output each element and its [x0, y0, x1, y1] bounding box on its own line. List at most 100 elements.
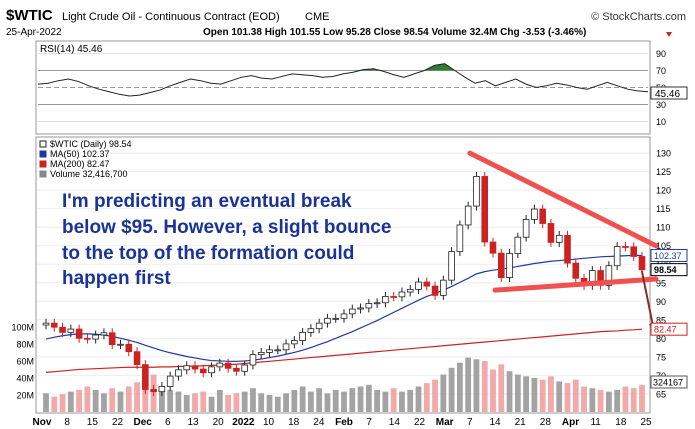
- volume-bar: [266, 395, 273, 412]
- volume-bar: [158, 386, 165, 412]
- candle-body: [208, 366, 215, 374]
- price-tick-label: 75: [656, 352, 666, 362]
- volume-bar: [581, 386, 587, 412]
- volume-bar: [473, 359, 480, 412]
- candle-body: [307, 328, 315, 333]
- x-tick-label: Apr: [562, 417, 579, 428]
- annotation-line-3: to the top of the formation could: [62, 243, 354, 264]
- candle-body: [564, 234, 571, 264]
- exchange-label: CME: [305, 11, 329, 23]
- candlesticks: [42, 172, 646, 397]
- volume-bar: [316, 388, 323, 412]
- rsi-tick-label: 70: [656, 66, 666, 76]
- volume-bar: [564, 383, 571, 412]
- x-tick-label: 15: [87, 417, 99, 428]
- candle-body: [84, 337, 91, 340]
- volume-bar: [382, 391, 389, 412]
- volume-bar: [291, 389, 298, 412]
- candle-body: [299, 331, 306, 341]
- candle-body: [75, 328, 83, 339]
- volume-bar: [92, 389, 99, 412]
- volume-bar: [539, 379, 546, 412]
- x-tick-label: 2022: [232, 417, 255, 428]
- volume-bar: [183, 395, 190, 412]
- support-trendline: [492, 276, 659, 293]
- volume-bar: [589, 388, 596, 412]
- x-tick-label: 22: [414, 417, 426, 428]
- last-value-box: [650, 322, 688, 336]
- candle-body: [291, 340, 298, 345]
- candle-body: [613, 246, 621, 267]
- volume-bar: [374, 389, 381, 412]
- x-tick-label: 14: [489, 417, 501, 428]
- volume-bar: [216, 389, 223, 412]
- candle-body: [100, 332, 108, 336]
- candle-body: [158, 386, 166, 393]
- candle-body: [423, 281, 431, 287]
- volume-bar: [399, 391, 405, 412]
- volume-bar: [614, 389, 621, 412]
- candle-body: [166, 375, 174, 387]
- chart-symbol: $WTIC: [6, 7, 53, 24]
- volume-bar: [332, 389, 339, 412]
- x-tick-label: 25: [640, 417, 652, 428]
- candle-body: [481, 176, 489, 243]
- volume-bar: [415, 386, 422, 412]
- volume-bar: [76, 389, 83, 412]
- volume-bar: [622, 386, 629, 412]
- rsi-last-value: 45.46: [655, 89, 680, 100]
- candle-body: [398, 291, 406, 298]
- candle-body: [464, 205, 472, 226]
- candle-body: [150, 389, 157, 393]
- candle-body: [572, 262, 580, 279]
- candle-body: [506, 253, 513, 278]
- volume-bar: [481, 361, 488, 412]
- volume-bar: [531, 378, 538, 412]
- rsi-last-value-box: [650, 86, 688, 100]
- candle-body: [199, 368, 207, 374]
- volume-bar: [84, 386, 91, 412]
- candle-body: [42, 322, 50, 326]
- last-value-label: 98.54: [654, 265, 677, 275]
- legend-entry: $WTIC (Daily) 98.54: [50, 139, 132, 149]
- candle-body: [117, 343, 124, 346]
- x-tick-label: 20: [213, 417, 225, 428]
- volume-bar: [506, 371, 513, 412]
- legend-swatch: [39, 150, 47, 158]
- candle-body: [216, 362, 224, 368]
- price-tick-label: 125: [656, 167, 671, 177]
- x-tick-label: 14: [389, 417, 401, 428]
- candle-body: [274, 349, 282, 352]
- volume-bar: [465, 357, 472, 412]
- volume-bar: [341, 391, 347, 412]
- volume-bar: [225, 395, 232, 412]
- price-tick-label: 95: [656, 278, 666, 288]
- x-axis-labels: Nov 8 15 22 Dec 6 13 20 2022 10 18 24 Feb 7 14 22 Mar 7 14…: [33, 417, 652, 428]
- volume-bars: [43, 357, 645, 412]
- candle-body: [133, 351, 141, 366]
- volume-bar: [597, 389, 604, 412]
- rsi-legend: RSI(14) 45.46: [40, 44, 103, 55]
- trendlines: [467, 150, 659, 334]
- change-down-icon: [666, 32, 672, 37]
- volume-bar: [440, 374, 447, 412]
- candle-body: [282, 343, 290, 351]
- volume-bar: [423, 383, 430, 412]
- candle-body: [489, 241, 497, 254]
- annotation-line-2: below $95. However, a slight bounce: [62, 217, 391, 238]
- x-tick-label: Feb: [335, 417, 353, 428]
- candle-body: [448, 251, 455, 281]
- candle-body: [431, 285, 439, 296]
- x-tick-label: 22: [112, 417, 124, 428]
- price-tick-label: 85: [656, 315, 666, 325]
- candle-body: [522, 219, 530, 238]
- volume-bar: [67, 391, 74, 412]
- candle-body: [191, 365, 199, 370]
- volume-bar: [233, 393, 240, 412]
- last-value-label: 82.47: [654, 325, 677, 335]
- volume-last-label: 324167: [653, 378, 683, 388]
- candle-body: [142, 364, 149, 390]
- candle-body: [92, 334, 99, 340]
- volume-axis-labels: 100M 80M 60M 40M 20M: [11, 323, 34, 401]
- brand-label: © StockCharts.com: [591, 11, 686, 23]
